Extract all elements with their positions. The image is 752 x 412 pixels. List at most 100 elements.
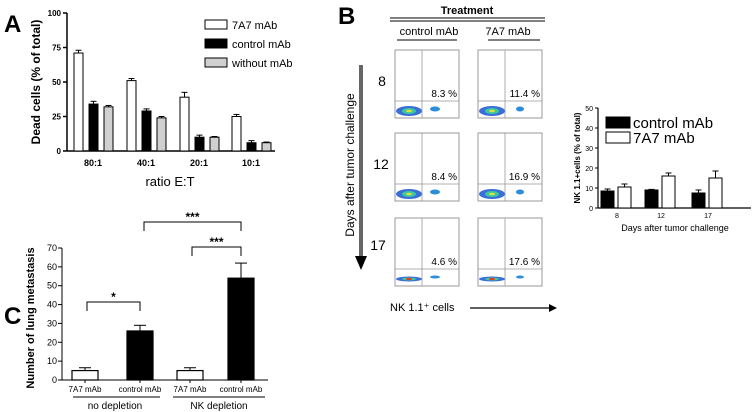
significance-bracket bbox=[143, 221, 242, 231]
bar bbox=[661, 175, 676, 209]
y-tick-label: 50 bbox=[47, 281, 57, 291]
bar bbox=[88, 103, 99, 152]
bar bbox=[227, 277, 255, 381]
bar bbox=[209, 136, 220, 152]
bar bbox=[126, 80, 137, 152]
legend-label: 7A7 mAb bbox=[232, 20, 277, 32]
legend-swatch bbox=[204, 38, 228, 49]
x-axis-label: NK 1.1⁺ cells bbox=[390, 302, 455, 314]
legend-swatch bbox=[204, 57, 228, 68]
x-axis-label: Days after tumor challenge bbox=[621, 223, 729, 233]
legend-label: without mAb bbox=[231, 58, 293, 70]
significance-label: * bbox=[111, 290, 116, 304]
cell-cluster bbox=[516, 106, 524, 112]
panel-label-c: C bbox=[4, 303, 21, 330]
x-tick-label: 7A7 mAb bbox=[174, 385, 207, 394]
y-tick-label: 0 bbox=[589, 206, 593, 213]
y-axis-label: Number of lung metastasis bbox=[25, 247, 37, 388]
y-tick-label: 20 bbox=[47, 337, 57, 347]
y-tick-label: 60 bbox=[47, 262, 57, 272]
bar bbox=[156, 117, 167, 152]
chart-c: 0 10 20 30 40 50 60 70 7A7 mAb control mAb 7A7 mAb… bbox=[25, 210, 268, 412]
gate-percentage: 17.6 % bbox=[509, 257, 540, 268]
flow-plot bbox=[477, 217, 543, 287]
y-tick-label: 25 bbox=[52, 113, 61, 122]
cell-cluster bbox=[406, 192, 412, 196]
cell-cluster bbox=[406, 109, 412, 113]
y-tick-label: 0 bbox=[57, 147, 62, 156]
significance-label: *** bbox=[185, 210, 199, 224]
y-axis-label: NK 1.1+cells (% of total) bbox=[573, 112, 582, 203]
bar bbox=[708, 177, 723, 209]
y-tick-label: 30 bbox=[585, 146, 593, 153]
legend-swatch bbox=[204, 19, 228, 30]
y-tick-label: 40 bbox=[585, 126, 593, 133]
legend-label: control mAb bbox=[232, 39, 291, 51]
y-tick-label: 0 bbox=[52, 375, 57, 385]
cell-cluster bbox=[406, 277, 412, 281]
bar bbox=[600, 190, 615, 209]
cell-cluster bbox=[516, 275, 524, 279]
bar bbox=[261, 142, 272, 152]
chart-b-flow: Treatment control mAb 7A7 mAb Days after tu… bbox=[343, 5, 557, 314]
y-tick-label: 70 bbox=[47, 243, 57, 253]
row-label: 8 bbox=[378, 73, 386, 89]
x-tick-label: control mAb bbox=[220, 385, 263, 394]
gate-percentage: 16.9 % bbox=[509, 172, 540, 183]
bar bbox=[246, 142, 257, 152]
bar bbox=[71, 369, 99, 381]
bar bbox=[617, 186, 632, 209]
y-tick-label: 20 bbox=[585, 166, 593, 173]
bar bbox=[103, 106, 114, 152]
bar bbox=[126, 330, 154, 381]
group-label: NK depletion bbox=[190, 401, 247, 412]
legend-label: 7A7 mAb bbox=[633, 130, 695, 147]
bar bbox=[644, 189, 659, 209]
row-label: 12 bbox=[373, 156, 389, 172]
legend-label: control mAb bbox=[633, 115, 713, 132]
y-tick-label: 40 bbox=[47, 300, 57, 310]
arrow-right-icon bbox=[549, 304, 557, 312]
y-tick-label: 50 bbox=[52, 78, 61, 87]
flow-plot bbox=[394, 217, 460, 287]
group-label: no depletion bbox=[88, 401, 143, 412]
x-tick-label: 8 bbox=[615, 213, 619, 220]
cell-cluster bbox=[489, 277, 495, 281]
arrow-down-icon bbox=[355, 256, 367, 270]
bar bbox=[691, 192, 706, 209]
gate-percentage: 8.4 % bbox=[431, 172, 457, 183]
bar bbox=[73, 52, 84, 152]
treatment-title: Treatment bbox=[441, 5, 494, 17]
gate-percentage: 8.3 % bbox=[431, 89, 457, 100]
bar bbox=[231, 116, 242, 152]
y-tick-label: 100 bbox=[48, 9, 62, 18]
cell-cluster bbox=[489, 109, 495, 113]
x-tick-label: 7A7 mAb bbox=[69, 385, 102, 394]
x-tick-label: 80:1 bbox=[84, 158, 102, 168]
column-header: control mAb bbox=[400, 26, 459, 38]
column-header: 7A7 mAb bbox=[485, 26, 530, 38]
cell-cluster bbox=[430, 189, 440, 195]
bar bbox=[179, 96, 190, 152]
chart-a: 0 25 50 75 100 80:1 40:1 20:1 10:1 ratio E:T Dead … bbox=[29, 9, 293, 189]
x-axis-label: ratio E:T bbox=[145, 174, 194, 189]
panel-label-a: A bbox=[4, 11, 21, 38]
x-tick-label: 17 bbox=[704, 213, 712, 220]
bar bbox=[194, 136, 205, 152]
x-tick-label: 20:1 bbox=[190, 158, 208, 168]
y-tick-label: 75 bbox=[52, 44, 61, 53]
legend-swatch bbox=[605, 131, 631, 144]
cell-cluster bbox=[516, 189, 524, 195]
row-label: 17 bbox=[370, 237, 386, 253]
bar bbox=[176, 369, 204, 381]
gate-percentage: 4.6 % bbox=[431, 257, 457, 268]
cell-cluster bbox=[489, 192, 495, 196]
y-tick-label: 50 bbox=[585, 106, 593, 113]
significance-bracket bbox=[86, 301, 141, 311]
x-tick-label: 12 bbox=[657, 213, 665, 220]
x-tick-label: 10:1 bbox=[242, 158, 260, 168]
significance-bracket bbox=[191, 246, 242, 256]
y-tick-label: 10 bbox=[585, 186, 593, 193]
y-tick-label: 10 bbox=[47, 356, 57, 366]
